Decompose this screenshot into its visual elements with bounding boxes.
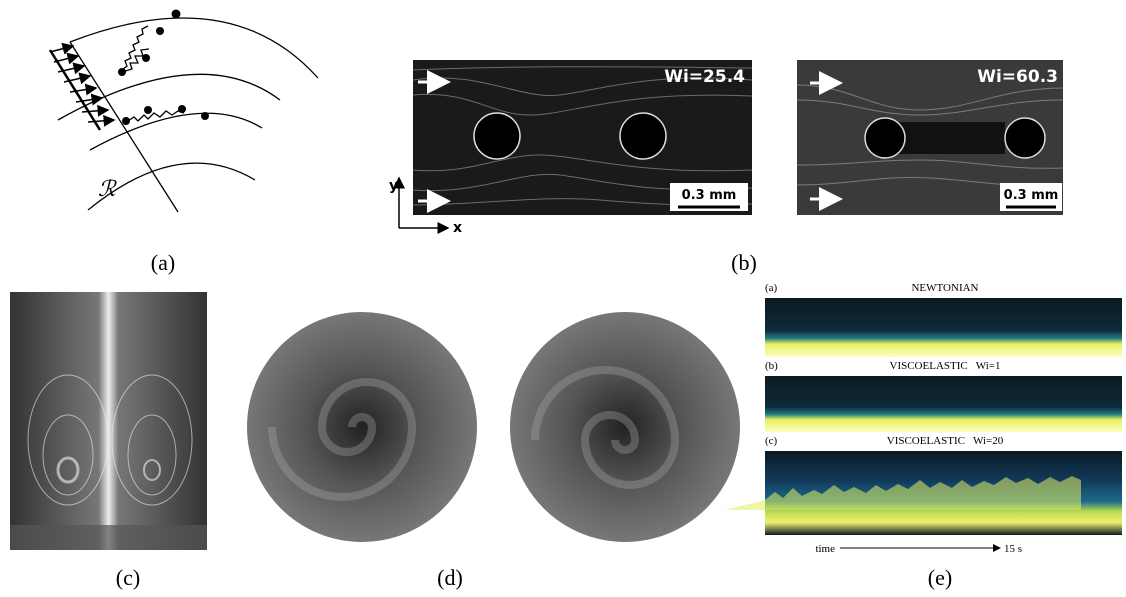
strip-tag: (c)	[765, 435, 778, 447]
profile	[50, 50, 100, 130]
axis-label: y	[389, 178, 398, 194]
caption: (b)	[731, 250, 757, 275]
caption: (a)	[151, 250, 175, 275]
symbol: ℛ	[98, 176, 117, 201]
strip-title: VISCOELASTIC Wi=20	[887, 435, 1004, 447]
page: { "panels": [ {"caption": "(a)", "symbol…	[0, 0, 1126, 597]
strip-tag: (b)	[765, 360, 778, 372]
strip-title: VISCOELASTIC Wi=1	[890, 360, 1001, 372]
arc	[90, 113, 262, 150]
axis-label: x	[453, 220, 462, 236]
strip-title: NEWTONIAN	[911, 282, 978, 294]
caption: (c)	[116, 565, 140, 590]
panel-c-image	[10, 292, 207, 550]
time-label: time	[815, 543, 835, 555]
panel-a	[50, 10, 318, 213]
panel-d-images	[247, 312, 740, 542]
time-end: 15 s	[1004, 543, 1022, 555]
scale-bar-label: 0.3 mm	[682, 188, 737, 203]
arc	[70, 18, 318, 78]
image-label: Wi=25.4	[664, 67, 745, 87]
panel-e-strips	[724, 298, 1122, 548]
caption: (e)	[928, 565, 952, 590]
strip-tag: (a)	[765, 282, 778, 294]
caption: (d)	[437, 565, 463, 590]
radial-line	[70, 42, 178, 212]
figure: ℛ (a) Wi=25.4 0.3 mm	[0, 0, 1126, 597]
velocity-arrows	[50, 46, 114, 122]
scale-bar-label: 0.3 mm	[1004, 188, 1059, 203]
image-label: Wi=60.3	[977, 67, 1058, 87]
